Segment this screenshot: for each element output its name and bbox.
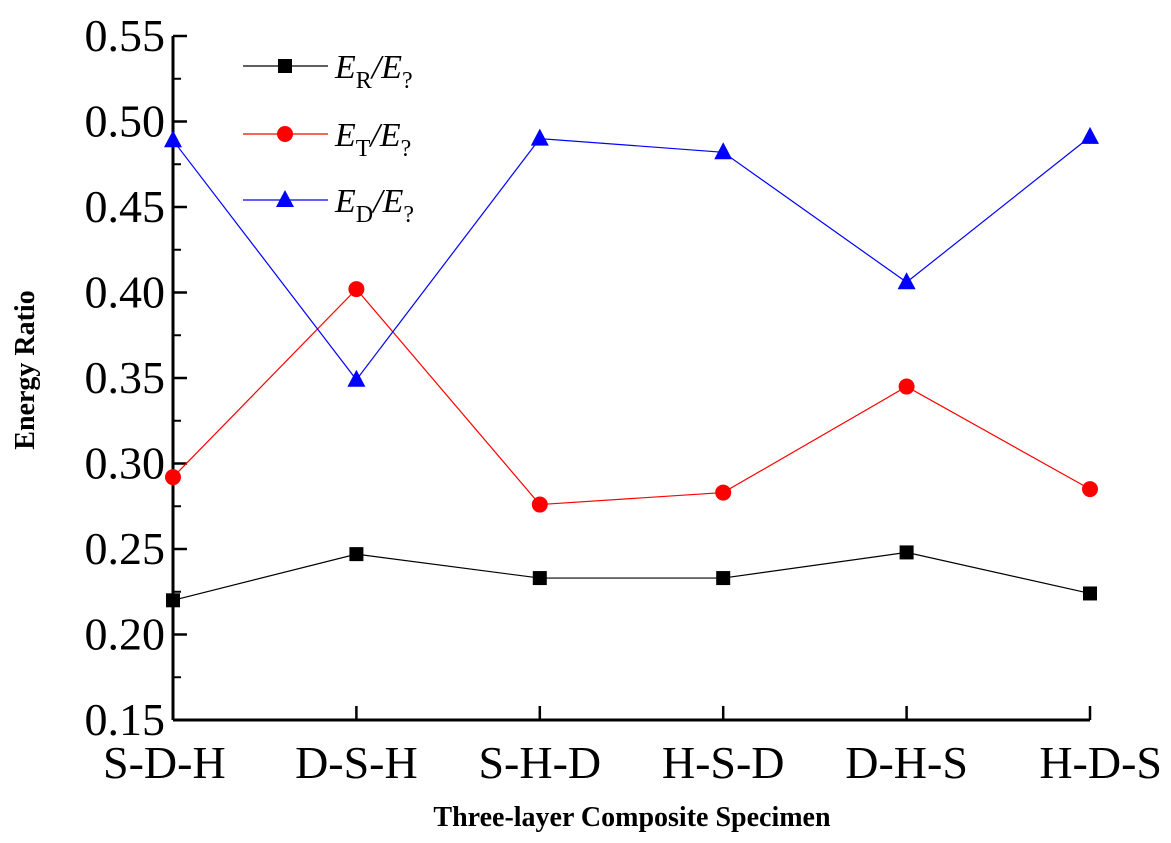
legend-item: ED/E?: [243, 183, 414, 228]
data-point-circle: [165, 469, 181, 486]
legend: ER/E? ET/E? ED/E?: [243, 49, 414, 228]
data-point-circle: [531, 496, 548, 513]
x-tick-label: H-S-D: [662, 737, 785, 788]
series-d: [164, 126, 1099, 387]
data-point-square: [899, 545, 914, 560]
series-t: [165, 281, 1098, 513]
series-layer: [164, 126, 1099, 608]
y-axis-title: Energy Ratio: [10, 290, 41, 449]
x-axis-title: Three-layer Composite Specimen: [433, 802, 831, 833]
data-point-square: [166, 593, 180, 608]
data-point-triangle: [530, 128, 549, 146]
y-tick-label: 0.25: [85, 523, 166, 574]
y-tick-label: 0.55: [85, 10, 166, 61]
data-point-circle: [1082, 481, 1098, 498]
y-tick-label: 0.15: [85, 694, 166, 745]
y-tick-label: 0.50: [85, 96, 166, 147]
axes: 0.15 0.20 0.25 0.30 0.35 0.40 0.45 0.50 0.55 S-D-…: [85, 10, 1163, 788]
series-line: [172, 551, 1091, 601]
legend-label: ET/E?: [334, 117, 411, 162]
series-line: [172, 288, 1091, 506]
y-tick-label: 0.20: [85, 609, 166, 660]
data-point-square: [716, 571, 731, 586]
data-point-triangle: [164, 130, 182, 148]
x-tick-label: D-H-S: [845, 737, 968, 788]
data-point-triangle: [347, 369, 366, 387]
series-line: [172, 136, 1091, 381]
data-point-circle: [348, 281, 365, 298]
data-point-triangle: [897, 272, 916, 290]
data-point-square: [349, 547, 364, 562]
legend-item: ET/E?: [243, 117, 411, 162]
y-tick-label: 0.45: [85, 181, 166, 232]
y-tick-label: 0.40: [85, 267, 166, 318]
data-point-square: [278, 59, 292, 73]
data-point-square: [1083, 586, 1097, 601]
data-point-triangle: [1081, 126, 1099, 144]
y-tick-label: 0.30: [85, 438, 166, 489]
series-r: [166, 545, 1097, 608]
legend-label: ED/E?: [334, 183, 414, 228]
data-point-circle: [715, 484, 732, 501]
x-tick-label: S-D-H: [103, 737, 226, 788]
x-tick-label: H-D-S: [1039, 737, 1162, 788]
x-tick-label: D-S-H: [295, 737, 418, 788]
data-point-circle: [898, 378, 915, 395]
legend-item: ER/E?: [243, 49, 413, 94]
x-tick-label: S-H-D: [478, 737, 601, 788]
y-tick-label: 0.35: [85, 352, 166, 403]
data-point-triangle: [714, 142, 733, 160]
legend-label: ER/E?: [334, 49, 413, 94]
data-point-triangle: [276, 190, 294, 207]
data-point-circle: [277, 126, 293, 142]
data-point-square: [532, 571, 547, 586]
